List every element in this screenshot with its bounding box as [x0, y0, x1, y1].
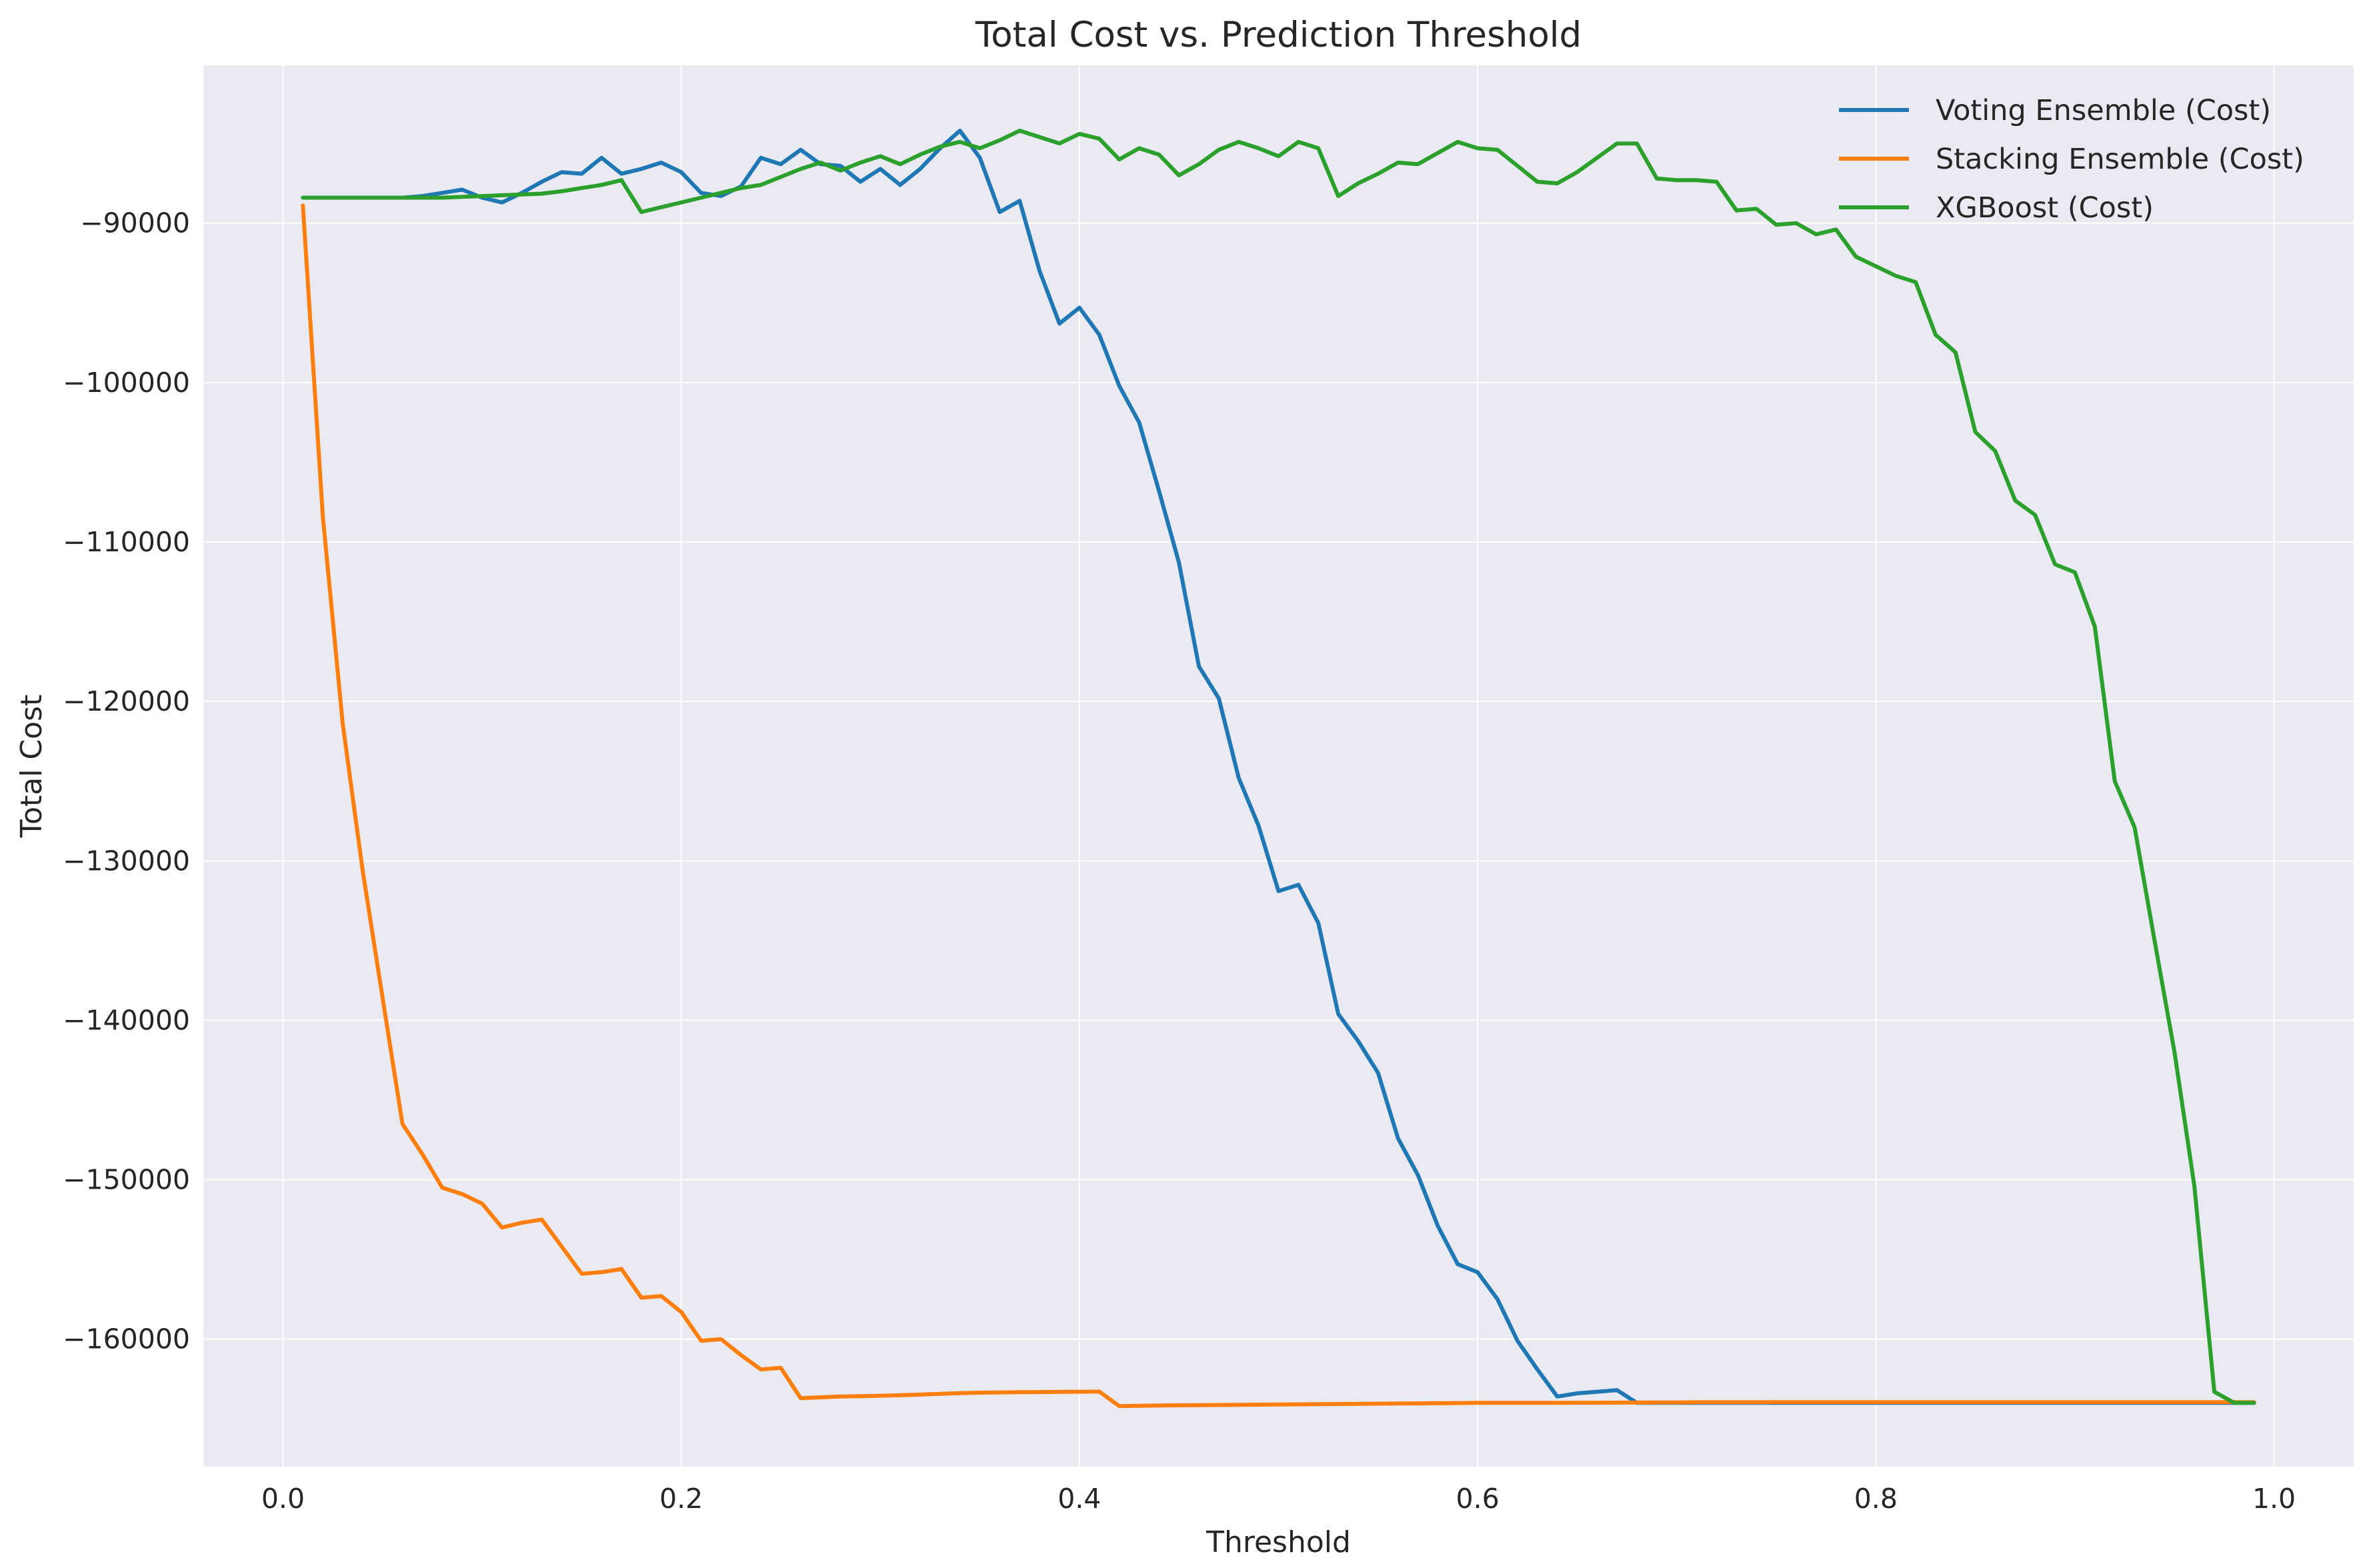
- x-tick-label: 0.0: [261, 1483, 305, 1515]
- y-tick-label: −120000: [63, 685, 190, 717]
- x-tick-label: 0.6: [1456, 1483, 1500, 1515]
- y-tick-label: −140000: [63, 1004, 190, 1036]
- y-tick-label: −110000: [63, 526, 190, 558]
- x-axis-label: Threshold: [1206, 1525, 1351, 1559]
- y-tick-label: −130000: [63, 845, 190, 877]
- y-tick-label: −100000: [63, 367, 190, 399]
- series-lines: [301, 129, 2256, 1409]
- legend-label: XGBoost (Cost): [1936, 191, 2154, 225]
- axis-ticks: 0.0 0.2 0.4 0.6 0.8 1.0 −90000 −100000 −110000 −1…: [63, 207, 2296, 1515]
- grid-lines: [203, 65, 2354, 1467]
- y-tick-label: −160000: [63, 1323, 190, 1355]
- y-axis-label: Total Cost: [15, 695, 49, 839]
- series-line-xgboost-cost: [301, 129, 2256, 1405]
- series-line-stacking-ensemble-cost: [301, 203, 2256, 1409]
- legend: Voting Ensemble (Cost) Stacking Ensemble …: [1839, 94, 2304, 225]
- x-tick-label: 0.4: [1057, 1483, 1101, 1515]
- y-tick-label: −150000: [63, 1164, 190, 1196]
- x-tick-label: 1.0: [2252, 1483, 2296, 1515]
- chart-title: Total Cost vs. Prediction Threshold: [975, 15, 1582, 55]
- legend-label: Stacking Ensemble (Cost): [1936, 143, 2304, 176]
- plot-area: [203, 65, 2354, 1467]
- y-tick-label: −90000: [80, 207, 190, 239]
- x-tick-label: 0.2: [659, 1483, 703, 1515]
- legend-label: Voting Ensemble (Cost): [1936, 94, 2271, 127]
- x-tick-label: 0.8: [1854, 1483, 1898, 1515]
